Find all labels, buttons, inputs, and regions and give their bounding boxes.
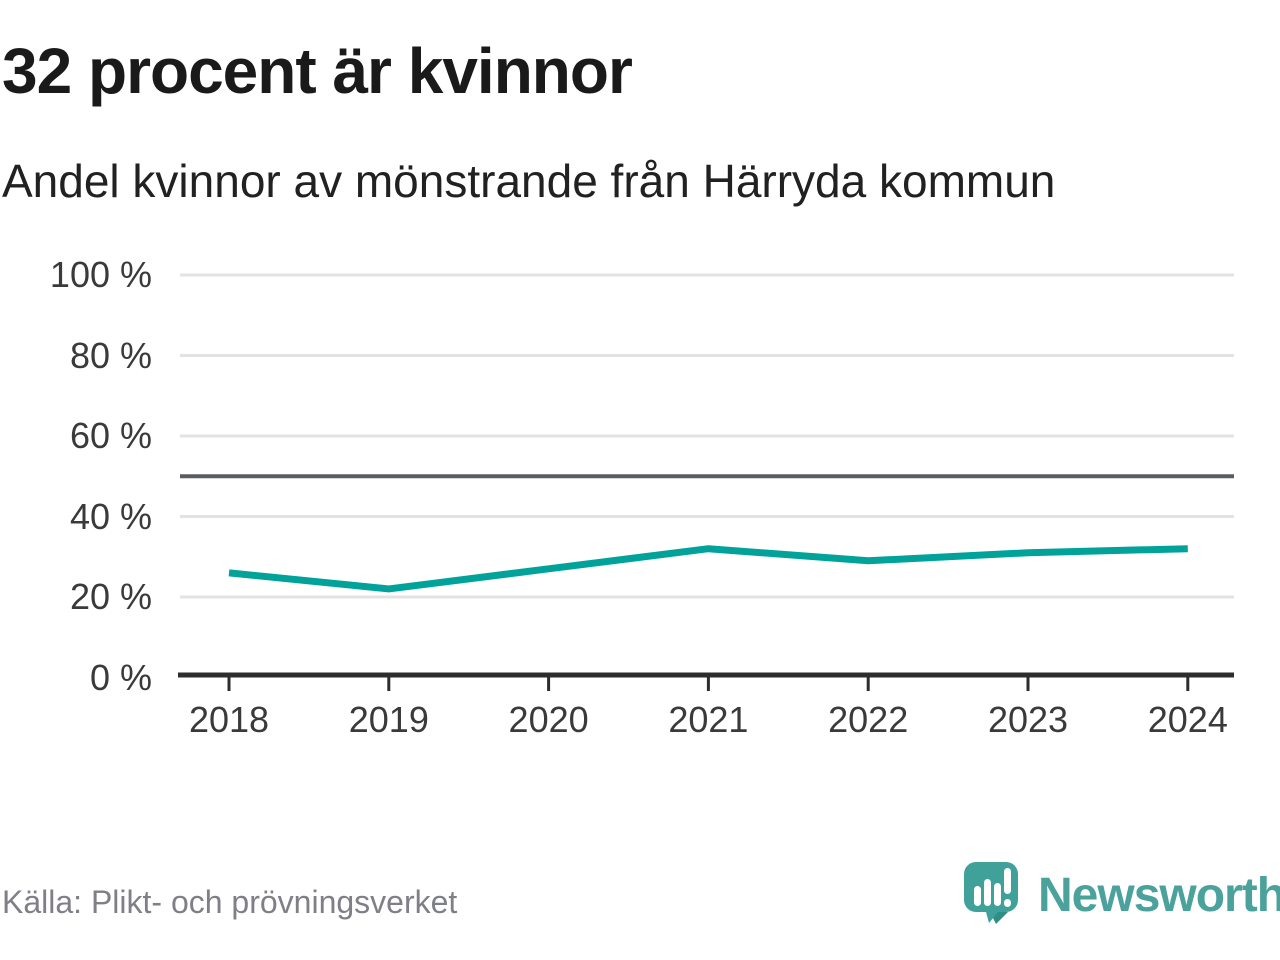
page-title: 32 procent är kvinnor: [2, 35, 633, 107]
x-axis-label: 2024: [1147, 699, 1228, 740]
x-axis-label: 2021: [668, 699, 749, 740]
y-axis-label: 40 %: [69, 495, 152, 537]
y-axis-label: 80 %: [69, 334, 152, 376]
y-axis-label: 100 %: [49, 254, 152, 295]
y-axis-label: 0 %: [89, 656, 152, 698]
source-note: Källa: Plikt- och prövningsverket: [2, 884, 458, 920]
y-axis-label: 60 %: [69, 415, 152, 456]
chart-subtitle: Andel kvinnor av mönstrande från Härryda…: [2, 155, 1056, 207]
brand: Newsworthy: [960, 856, 1280, 928]
x-axis-label: 2018: [188, 699, 270, 740]
y-axis-label: 20 %: [69, 576, 152, 617]
data-line-andel-kvinnor: [228, 545, 1188, 593]
brand-wordmark: Newsworthy: [1038, 869, 1280, 922]
newsworthy-logo-icon: [964, 862, 1018, 924]
x-axis-label: 2023: [987, 699, 1069, 740]
x-axis-label: 2022: [828, 699, 909, 740]
x-axis-label: 2019: [348, 699, 429, 740]
x-axis-label: 2020: [508, 699, 589, 740]
